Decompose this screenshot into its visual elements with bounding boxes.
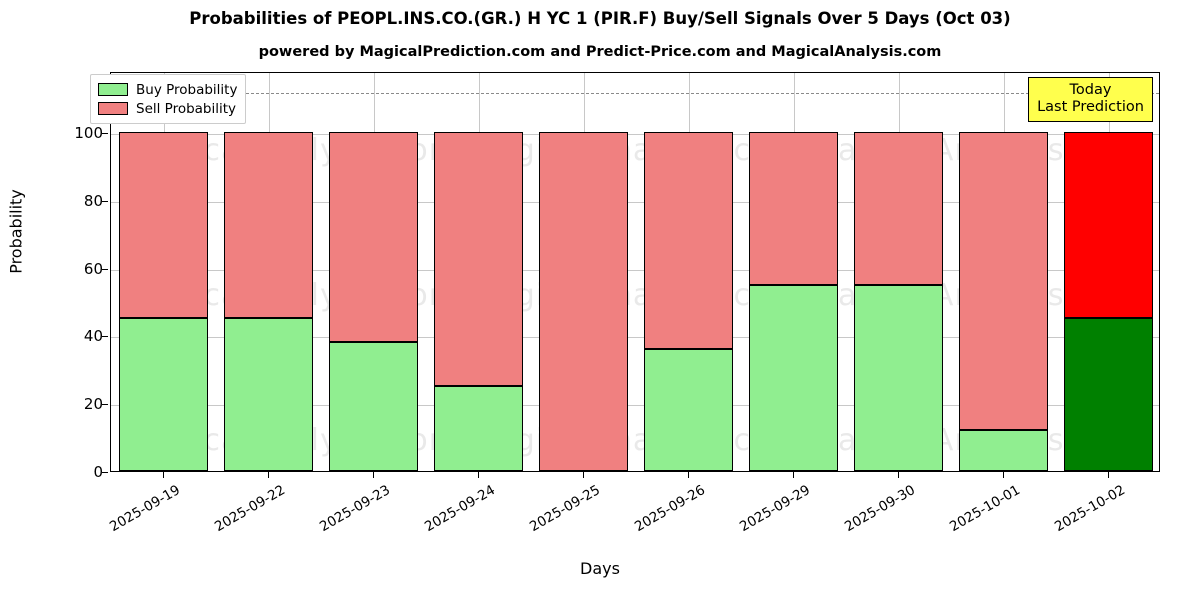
bar-segment-sell[interactable] — [539, 132, 628, 471]
x-tick-label: 2025-09-22 — [211, 482, 288, 536]
x-axis-label: Days — [580, 559, 620, 578]
bar-group[interactable] — [434, 73, 523, 471]
x-tick-label: 2025-09-29 — [736, 482, 813, 536]
bar-segment-buy[interactable] — [329, 342, 418, 471]
y-axis-label: Probability — [6, 189, 26, 274]
bar-group[interactable] — [749, 73, 838, 471]
x-tick-mark — [583, 472, 584, 478]
bar-segment-buy[interactable] — [224, 318, 313, 471]
bar-group[interactable] — [644, 73, 733, 471]
bar-group[interactable] — [224, 73, 313, 471]
bar-group[interactable] — [119, 73, 208, 471]
x-tick-label: 2025-09-26 — [631, 482, 708, 536]
x-tick-mark — [688, 472, 689, 478]
x-tick-label: 2025-09-30 — [841, 482, 918, 536]
bar-segment-buy[interactable] — [854, 284, 943, 471]
bar-segment-buy[interactable] — [119, 318, 208, 471]
x-tick-mark — [1003, 472, 1004, 478]
bar-group[interactable] — [854, 73, 943, 471]
x-tick-mark — [163, 472, 164, 478]
x-tick-label: 2025-09-25 — [526, 482, 603, 536]
bar-group[interactable] — [539, 73, 628, 471]
bar-segment-buy[interactable] — [959, 430, 1048, 471]
y-tick-label: 80 — [83, 191, 103, 210]
y-tick-label: 0 — [93, 463, 103, 481]
y-tick-mark — [102, 404, 108, 406]
gridline — [111, 337, 1159, 339]
x-tick-mark — [478, 472, 479, 478]
legend-swatch-sell — [98, 102, 128, 115]
x-tick-label: 2025-09-19 — [106, 482, 183, 536]
gridline — [111, 134, 1159, 136]
x-tick-mark — [373, 472, 374, 478]
x-tick-mark — [268, 472, 269, 478]
bar-segment-sell[interactable] — [329, 132, 418, 343]
y-tick-mark — [102, 200, 108, 202]
bar-group[interactable] — [329, 73, 418, 471]
plot-area: MagicalAnalysis.com MagicalAnalysis.com … — [110, 72, 1160, 472]
bar-group[interactable] — [1064, 73, 1153, 471]
y-axis: 0 20 40 60 80 100 — [0, 72, 110, 481]
bar-segment-buy[interactable] — [749, 284, 838, 471]
legend-item-sell: Sell Probability — [98, 99, 237, 118]
legend-swatch-buy — [98, 83, 128, 96]
bar-segment-sell[interactable] — [1064, 132, 1153, 319]
legend: Buy Probability Sell Probability — [90, 74, 247, 124]
y-tick-mark — [102, 133, 108, 135]
bar-segment-sell[interactable] — [119, 132, 208, 319]
legend-item-buy: Buy Probability — [98, 80, 237, 99]
bar-segment-sell[interactable] — [959, 132, 1048, 431]
y-tick-mark — [102, 268, 108, 270]
x-tick-mark — [898, 472, 899, 478]
x-tick-label: 2025-10-02 — [1051, 482, 1128, 536]
today-annotation-line2: Last Prediction — [1037, 99, 1144, 116]
today-annotation-line1: Today — [1069, 82, 1112, 98]
bar-segment-sell[interactable] — [749, 132, 838, 285]
x-tick-label: 2025-10-01 — [946, 482, 1023, 536]
legend-label-buy: Buy Probability — [136, 81, 238, 98]
y-tick-label: 40 — [83, 327, 103, 346]
y-tick-mark — [102, 472, 108, 473]
gridline — [111, 201, 1159, 203]
legend-label-sell: Sell Probability — [136, 100, 237, 117]
bar-segment-sell[interactable] — [854, 132, 943, 285]
y-tick-mark — [102, 336, 108, 338]
x-tick-label: 2025-09-24 — [421, 482, 498, 536]
bar-segment-buy[interactable] — [1064, 318, 1153, 471]
bar-series — [111, 73, 1159, 471]
bar-segment-buy[interactable] — [434, 386, 523, 471]
y-tick-label: 100 — [74, 124, 103, 143]
threshold-dashed-line — [111, 93, 1159, 95]
x-tick-mark — [1108, 472, 1109, 478]
x-axis: 2025-09-19 2025-09-22 2025-09-23 2025-09-24… — [0, 472, 1200, 592]
gridline — [111, 269, 1159, 271]
chart-title: Probabilities of PEOPL.INS.CO.(GR.) H YC… — [189, 9, 1011, 28]
x-tick-mark — [793, 472, 794, 478]
bar-segment-sell[interactable] — [434, 132, 523, 387]
bar-segment-buy[interactable] — [644, 348, 733, 471]
gridline — [111, 405, 1159, 407]
bar-segment-sell[interactable] — [224, 132, 313, 319]
chart-subtitle: powered by MagicalPrediction.com and Pre… — [258, 44, 942, 60]
bar-segment-sell[interactable] — [644, 132, 733, 349]
today-annotation: Today Last Prediction — [1028, 77, 1153, 123]
x-tick-label: 2025-09-23 — [316, 482, 393, 536]
y-tick-label: 20 — [83, 395, 103, 414]
y-tick-label: 60 — [83, 259, 103, 278]
bar-group[interactable] — [959, 73, 1048, 471]
